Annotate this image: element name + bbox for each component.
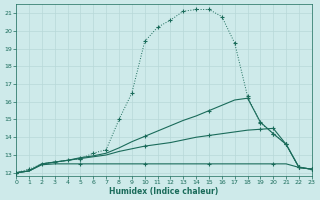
X-axis label: Humidex (Indice chaleur): Humidex (Indice chaleur) (109, 187, 219, 196)
